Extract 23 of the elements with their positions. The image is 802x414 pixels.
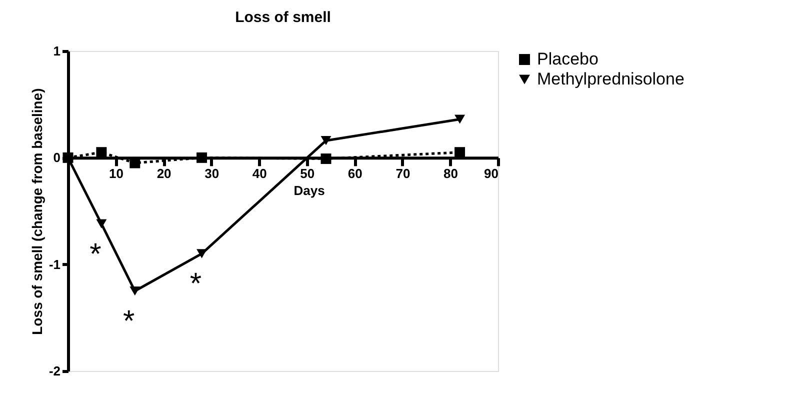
x-tick-label: 70 [396,166,410,182]
chart-title: Loss of smell [235,9,331,26]
x-tick-label: 60 [348,166,362,182]
x-tick-label: 20 [156,166,172,182]
x-tick-label: 40 [252,166,267,182]
y-axis-title: Loss of smell (change from baseline) [28,88,45,335]
legend-label: Methylprednisolone [537,70,684,88]
x-tick-label: 80 [443,166,458,182]
y-tick-label: 1 [53,44,60,58]
x-tick-label: 90 [484,166,498,182]
y-tick-label: -1 [48,256,60,272]
annotation: * [90,238,102,271]
y-tick-label: -2 [48,364,60,378]
x-tick-label: 10 [109,166,124,182]
legend-label: Placebo [537,50,598,68]
x-tick-label: 30 [204,166,220,182]
x-tick-label: 50 [300,166,315,182]
annotation: * [190,268,202,301]
point [454,114,466,124]
point [454,147,466,158]
annotation: * [123,305,136,338]
y-tick-label: 0 [53,150,60,166]
x-axis-title: Days [294,183,325,198]
